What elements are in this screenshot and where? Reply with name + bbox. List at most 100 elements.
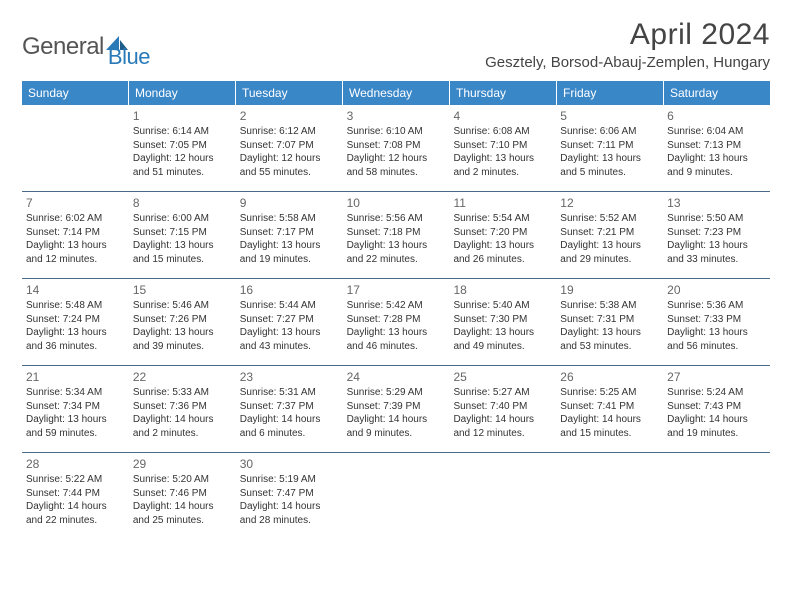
- daylight-line-2: and 36 minutes.: [26, 340, 125, 354]
- daylight-line-1: Daylight: 14 hours: [133, 413, 232, 427]
- daylight-line-1: Daylight: 13 hours: [667, 239, 766, 253]
- calendar-day-cell: 30Sunrise: 5:19 AMSunset: 7:47 PMDayligh…: [236, 453, 343, 539]
- sunrise-line: Sunrise: 5:48 AM: [26, 299, 125, 313]
- calendar-day-cell: 13Sunrise: 5:50 AMSunset: 7:23 PMDayligh…: [663, 192, 770, 278]
- daylight-line-1: Daylight: 14 hours: [26, 500, 125, 514]
- day-number: 3: [347, 108, 446, 124]
- calendar-day-cell: 17Sunrise: 5:42 AMSunset: 7:28 PMDayligh…: [343, 279, 450, 365]
- daylight-line-1: Daylight: 13 hours: [347, 239, 446, 253]
- day-number: 19: [560, 282, 659, 298]
- day-number: 9: [240, 195, 339, 211]
- sunrise-line: Sunrise: 6:08 AM: [453, 125, 552, 139]
- sunset-line: Sunset: 7:34 PM: [26, 400, 125, 414]
- sunrise-line: Sunrise: 6:12 AM: [240, 125, 339, 139]
- day-number: 26: [560, 369, 659, 385]
- daylight-line-1: Daylight: 13 hours: [26, 239, 125, 253]
- sunrise-line: Sunrise: 5:34 AM: [26, 386, 125, 400]
- day-number: 30: [240, 456, 339, 472]
- daylight-line-2: and 51 minutes.: [133, 166, 232, 180]
- calendar-day-cell: 3Sunrise: 6:10 AMSunset: 7:08 PMDaylight…: [343, 105, 450, 191]
- daylight-line-1: Daylight: 13 hours: [560, 239, 659, 253]
- sunrise-line: Sunrise: 5:24 AM: [667, 386, 766, 400]
- calendar-body: 1Sunrise: 6:14 AMSunset: 7:05 PMDaylight…: [22, 105, 770, 539]
- day-number: 24: [347, 369, 446, 385]
- sunrise-line: Sunrise: 6:14 AM: [133, 125, 232, 139]
- sunset-line: Sunset: 7:05 PM: [133, 139, 232, 153]
- sunset-line: Sunset: 7:21 PM: [560, 226, 659, 240]
- weekday-header-cell: Tuesday: [236, 81, 343, 105]
- sunrise-line: Sunrise: 5:40 AM: [453, 299, 552, 313]
- calendar-day-cell: 19Sunrise: 5:38 AMSunset: 7:31 PMDayligh…: [556, 279, 663, 365]
- weekday-header-cell: Thursday: [450, 81, 557, 105]
- calendar-empty-cell: [449, 453, 556, 539]
- sunset-line: Sunset: 7:27 PM: [240, 313, 339, 327]
- sunrise-line: Sunrise: 5:20 AM: [133, 473, 232, 487]
- sunrise-line: Sunrise: 5:38 AM: [560, 299, 659, 313]
- sunset-line: Sunset: 7:30 PM: [453, 313, 552, 327]
- day-number: 5: [560, 108, 659, 124]
- weekday-header-row: SundayMondayTuesdayWednesdayThursdayFrid…: [22, 81, 770, 105]
- daylight-line-1: Daylight: 14 hours: [133, 500, 232, 514]
- sunrise-line: Sunrise: 5:22 AM: [26, 473, 125, 487]
- day-number: 4: [453, 108, 552, 124]
- daylight-line-1: Daylight: 14 hours: [347, 413, 446, 427]
- sunrise-line: Sunrise: 5:50 AM: [667, 212, 766, 226]
- calendar-day-cell: 21Sunrise: 5:34 AMSunset: 7:34 PMDayligh…: [22, 366, 129, 452]
- sunrise-line: Sunrise: 5:19 AM: [240, 473, 339, 487]
- sunset-line: Sunset: 7:46 PM: [133, 487, 232, 501]
- weekday-header-cell: Monday: [129, 81, 236, 105]
- sunset-line: Sunset: 7:44 PM: [26, 487, 125, 501]
- calendar-day-cell: 23Sunrise: 5:31 AMSunset: 7:37 PMDayligh…: [236, 366, 343, 452]
- daylight-line-1: Daylight: 14 hours: [453, 413, 552, 427]
- calendar-day-cell: 4Sunrise: 6:08 AMSunset: 7:10 PMDaylight…: [449, 105, 556, 191]
- calendar-empty-cell: [663, 453, 770, 539]
- day-number: 15: [133, 282, 232, 298]
- day-number: 6: [667, 108, 766, 124]
- sunrise-line: Sunrise: 6:06 AM: [560, 125, 659, 139]
- daylight-line-2: and 15 minutes.: [133, 253, 232, 267]
- day-number: 18: [453, 282, 552, 298]
- daylight-line-2: and 55 minutes.: [240, 166, 339, 180]
- sunset-line: Sunset: 7:33 PM: [667, 313, 766, 327]
- sunrise-line: Sunrise: 5:27 AM: [453, 386, 552, 400]
- sunset-line: Sunset: 7:43 PM: [667, 400, 766, 414]
- sunrise-line: Sunrise: 5:25 AM: [560, 386, 659, 400]
- calendar-day-cell: 15Sunrise: 5:46 AMSunset: 7:26 PMDayligh…: [129, 279, 236, 365]
- daylight-line-2: and 9 minutes.: [347, 427, 446, 441]
- logo-text-blue: Blue: [108, 44, 150, 70]
- sunset-line: Sunset: 7:08 PM: [347, 139, 446, 153]
- logo: General Blue: [22, 24, 150, 70]
- calendar-day-cell: 28Sunrise: 5:22 AMSunset: 7:44 PMDayligh…: [22, 453, 129, 539]
- sunrise-line: Sunrise: 6:10 AM: [347, 125, 446, 139]
- calendar-day-cell: 1Sunrise: 6:14 AMSunset: 7:05 PMDaylight…: [129, 105, 236, 191]
- daylight-line-1: Daylight: 12 hours: [347, 152, 446, 166]
- sunrise-line: Sunrise: 5:44 AM: [240, 299, 339, 313]
- location-subtitle: Gesztely, Borsod-Abauj-Zemplen, Hungary: [485, 54, 770, 71]
- day-number: 12: [560, 195, 659, 211]
- calendar-week-row: 28Sunrise: 5:22 AMSunset: 7:44 PMDayligh…: [22, 453, 770, 539]
- daylight-line-2: and 56 minutes.: [667, 340, 766, 354]
- sunset-line: Sunset: 7:39 PM: [347, 400, 446, 414]
- sunset-line: Sunset: 7:36 PM: [133, 400, 232, 414]
- daylight-line-2: and 2 minutes.: [453, 166, 552, 180]
- sunset-line: Sunset: 7:26 PM: [133, 313, 232, 327]
- sunrise-line: Sunrise: 5:33 AM: [133, 386, 232, 400]
- sunset-line: Sunset: 7:37 PM: [240, 400, 339, 414]
- day-number: 23: [240, 369, 339, 385]
- daylight-line-2: and 19 minutes.: [240, 253, 339, 267]
- daylight-line-1: Daylight: 13 hours: [240, 326, 339, 340]
- daylight-line-1: Daylight: 13 hours: [453, 152, 552, 166]
- day-number: 22: [133, 369, 232, 385]
- calendar-day-cell: 26Sunrise: 5:25 AMSunset: 7:41 PMDayligh…: [556, 366, 663, 452]
- calendar-day-cell: 18Sunrise: 5:40 AMSunset: 7:30 PMDayligh…: [449, 279, 556, 365]
- daylight-line-1: Daylight: 13 hours: [453, 239, 552, 253]
- sunset-line: Sunset: 7:47 PM: [240, 487, 339, 501]
- logo-text-general: General: [22, 33, 104, 61]
- sunrise-line: Sunrise: 5:58 AM: [240, 212, 339, 226]
- daylight-line-1: Daylight: 12 hours: [240, 152, 339, 166]
- calendar-day-cell: 29Sunrise: 5:20 AMSunset: 7:46 PMDayligh…: [129, 453, 236, 539]
- calendar-day-cell: 12Sunrise: 5:52 AMSunset: 7:21 PMDayligh…: [556, 192, 663, 278]
- day-number: 14: [26, 282, 125, 298]
- day-number: 21: [26, 369, 125, 385]
- daylight-line-1: Daylight: 14 hours: [667, 413, 766, 427]
